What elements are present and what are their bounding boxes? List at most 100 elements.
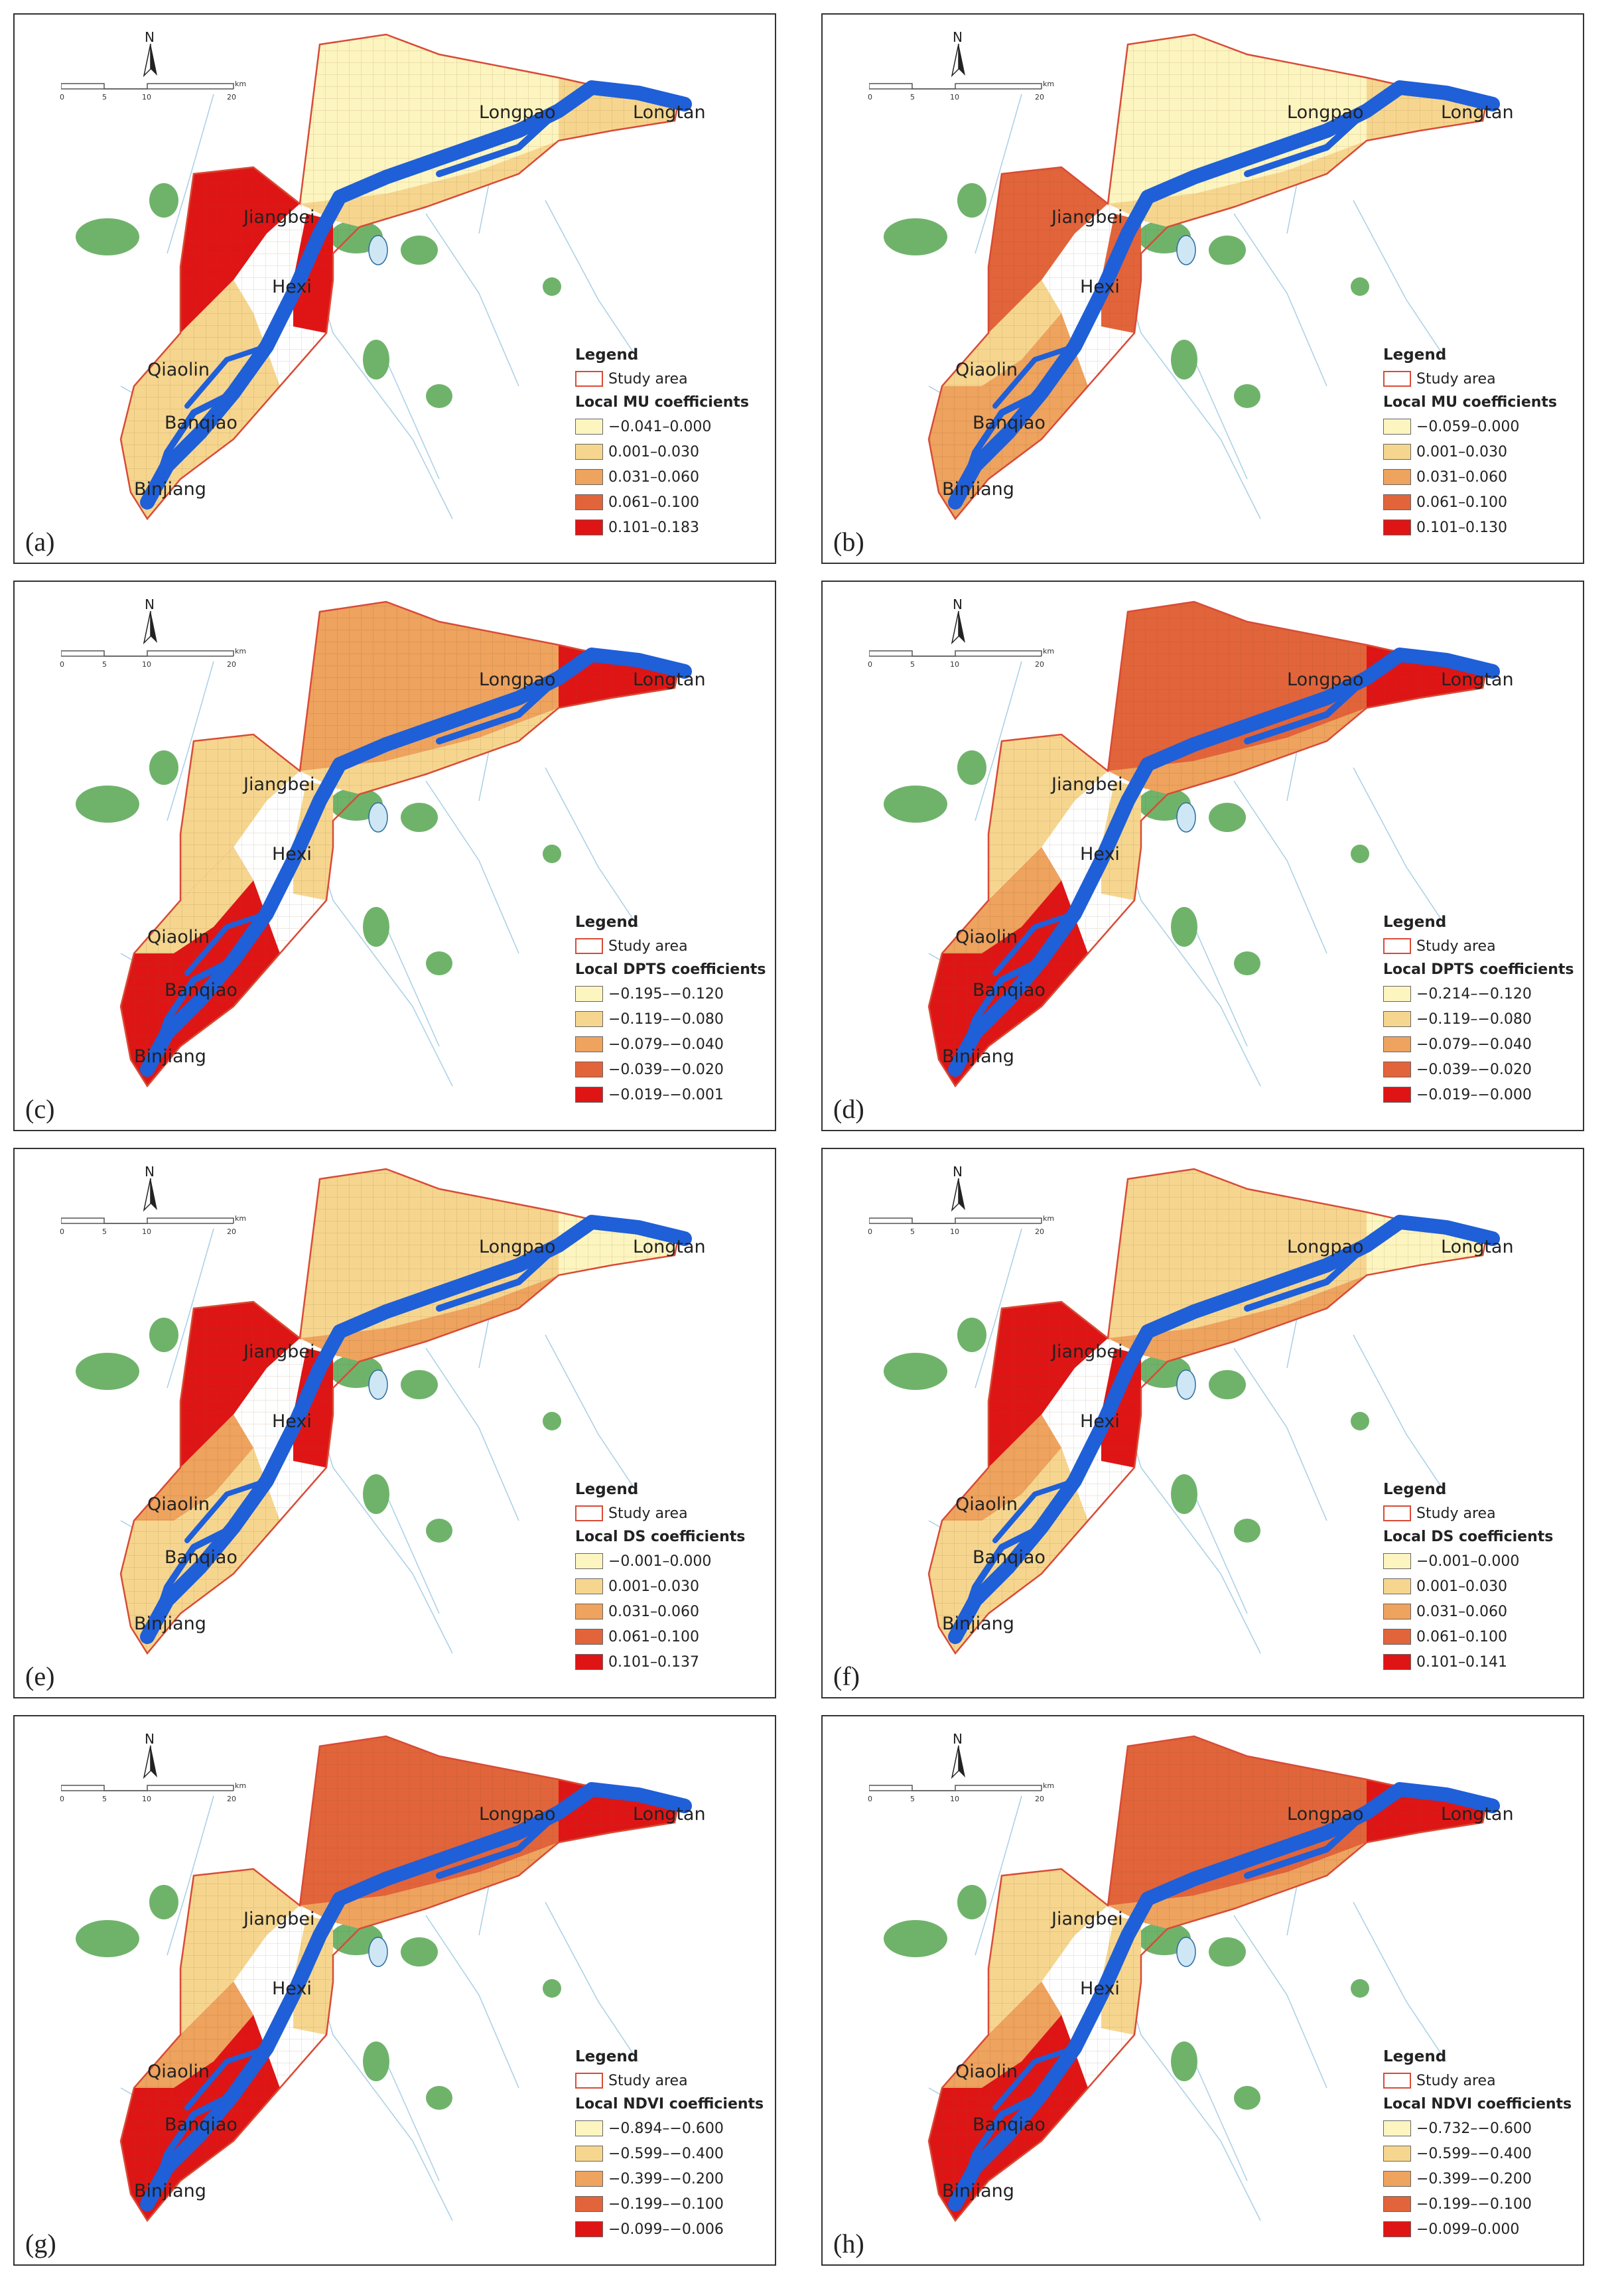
study-area-swatch [575, 1505, 603, 1521]
legend-swatch [1383, 1062, 1411, 1077]
scale-tick: 10 [142, 1795, 151, 1803]
legend-subtitle: Local DPTS coefficients [1383, 961, 1574, 978]
legend-swatch [1383, 986, 1411, 1002]
place-name: Banqiao [973, 1547, 1046, 1568]
legend-swatch [575, 2120, 603, 2136]
legend-class: −0.039–−0.020 [575, 1057, 774, 1082]
place-name: Longtan [1441, 669, 1514, 690]
place-name: Qiaolin [147, 927, 210, 947]
place-name: Banqiao [973, 2114, 1046, 2135]
place-name: Banqiao [973, 413, 1046, 433]
legend-class-label: −0.119–−0.080 [1416, 1010, 1532, 1028]
scale-unit: km [1043, 647, 1055, 656]
legend-class: −0.894–−0.600 [575, 2116, 774, 2141]
place-name: Longtan [1441, 1804, 1514, 1825]
map-legend: Legend Study area Local MU coefficients −0.… [575, 346, 774, 540]
legend-swatch [575, 1087, 603, 1103]
legend-class-label: −0.119–−0.080 [608, 1010, 724, 1028]
study-area-label: Study area [608, 2072, 688, 2089]
legend-class: 0.101–0.130 [1383, 515, 1582, 540]
scale-tick: 5 [910, 93, 915, 102]
study-area-label: Study area [1416, 370, 1496, 387]
north-arrow-icon: N [137, 1164, 164, 1217]
map-panel: N 0 5 10 20 km Longpao Longtan Jiangbei Hexi Qiaol… [13, 1715, 776, 2266]
legend-class: −0.119–−0.080 [575, 1006, 774, 1032]
legend-swatch [1383, 2221, 1411, 2237]
map-legend: Legend Study area Local DS coefficients −0.… [1383, 1481, 1582, 1675]
north-label: N [145, 1164, 155, 1180]
scale-tick: 5 [910, 660, 915, 669]
scale-tick: 20 [1035, 660, 1044, 669]
map-canvas [76, 33, 692, 521]
legend-swatch [1383, 1629, 1411, 1645]
legend-swatch [1383, 519, 1411, 535]
legend-class: −0.039–−0.020 [1383, 1057, 1582, 1082]
legend-swatch [575, 519, 603, 535]
legend-swatch [575, 1604, 603, 1620]
map-canvas [76, 1735, 692, 2223]
legend-class-label: 0.061–0.100 [608, 494, 699, 511]
legend-title: Legend [575, 2048, 639, 2065]
map-panel: N 0 5 10 20 km Longpao Longtan Jiangbei Hexi Qiaol… [821, 581, 1584, 1131]
study-area-swatch [1383, 371, 1411, 387]
scale-unit: km [235, 647, 247, 656]
map-legend: Legend Study area Local DPTS coefficients −… [575, 914, 774, 1107]
scale-tick: 20 [227, 93, 236, 102]
map-panel: N 0 5 10 20 km Longpao Longtan Jiangbei Hexi Qiaol… [821, 1715, 1584, 2266]
place-name: Longpao [479, 102, 556, 123]
place-name: Jiangbei [1051, 1342, 1123, 1362]
scale-tick: 0 [868, 93, 872, 102]
legend-class-label: 0.001–0.030 [1416, 443, 1507, 460]
place-name: Qiaolin [147, 360, 210, 380]
yangtze-river [140, 648, 692, 1077]
place-name: Binjiang [942, 1614, 1014, 1634]
legend-class-label: −0.195–−0.120 [608, 985, 724, 1002]
panel-label: (d) [833, 1094, 864, 1124]
legend-class-label: −0.059–0.000 [1416, 418, 1520, 435]
panel-label: (f) [833, 1661, 860, 1691]
scale-tick: 0 [868, 1795, 872, 1803]
scale-tick: 0 [60, 93, 64, 102]
legend-subtitle: Local DS coefficients [1383, 1529, 1554, 1545]
legend-class: −0.399–−0.200 [1383, 2166, 1582, 2191]
place-name: Longtan [633, 1237, 706, 1257]
place-name: Hexi [272, 1411, 312, 1432]
study-area-swatch [575, 938, 603, 954]
legend-class: −0.119–−0.080 [1383, 1006, 1582, 1032]
legend-class: −0.399–−0.200 [575, 2166, 774, 2191]
place-name: Qiaolin [955, 927, 1018, 947]
north-arrow-icon: N [945, 1731, 972, 1784]
scale-tick: 10 [142, 1227, 151, 1236]
legend-class-label: −0.039–−0.020 [608, 1061, 724, 1078]
legend-class-label: 0.101–0.130 [1416, 519, 1507, 536]
scale-tick: 0 [868, 1227, 872, 1236]
map-canvas [884, 33, 1500, 521]
legend-swatch [1383, 1087, 1411, 1103]
legend-class: −0.099–−0.006 [575, 2217, 774, 2242]
place-name: Jiangbei [1051, 774, 1123, 795]
place-name: Binjiang [134, 479, 206, 500]
place-name: Hexi [1080, 1411, 1120, 1432]
legend-class: −0.599–−0.400 [575, 2141, 774, 2166]
study-area-swatch [1383, 1505, 1411, 1521]
legend-class: −0.019–−0.000 [1383, 1082, 1582, 1107]
legend-class-label: 0.061–0.100 [1416, 494, 1507, 511]
legend-swatch [575, 419, 603, 435]
legend-study-area: Study area [575, 2068, 774, 2093]
legend-class: −0.079–−0.040 [1383, 1032, 1582, 1057]
legend-class-label: −0.039–−0.020 [1416, 1061, 1532, 1078]
scale-tick: 10 [950, 93, 959, 102]
study-area-label: Study area [608, 1505, 688, 1522]
place-name: Hexi [272, 277, 312, 297]
place-name: Binjiang [134, 1046, 206, 1067]
legend-swatch [575, 986, 603, 1002]
legend-swatch [575, 1011, 603, 1027]
place-name: Hexi [1080, 277, 1120, 297]
map-panel: N 0 5 10 20 km Longpao Longtan Jiangbei Hexi Qiaol… [821, 13, 1584, 564]
legend-class: 0.061–0.100 [575, 490, 774, 515]
legend-class: −0.001–0.000 [1383, 1549, 1582, 1574]
scale-tick: 5 [910, 1795, 915, 1803]
place-name: Binjiang [134, 1614, 206, 1634]
legend-swatch [1383, 419, 1411, 435]
study-area-swatch [1383, 938, 1411, 954]
